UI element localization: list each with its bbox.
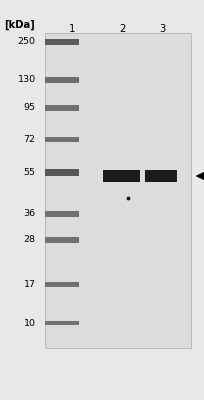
Text: 10: 10: [24, 319, 36, 328]
Text: 130: 130: [18, 76, 36, 84]
Bar: [45, 321, 79, 326]
Bar: [45, 169, 79, 176]
Bar: [45, 77, 79, 83]
Text: 55: 55: [24, 168, 36, 177]
Bar: [45, 211, 79, 217]
Text: 2: 2: [119, 24, 126, 34]
Text: 28: 28: [24, 236, 36, 244]
Bar: [45, 105, 79, 110]
Bar: [45, 282, 79, 287]
Bar: [45, 137, 79, 142]
Text: 36: 36: [24, 210, 36, 218]
Text: 95: 95: [24, 104, 36, 112]
Bar: [45, 33, 191, 348]
Text: 250: 250: [18, 38, 36, 46]
Bar: [45, 39, 79, 45]
Text: [kDa]: [kDa]: [4, 20, 35, 30]
Text: 72: 72: [24, 135, 36, 144]
Bar: [45, 237, 79, 242]
Bar: [102, 170, 140, 182]
Text: 3: 3: [159, 24, 165, 34]
Text: 17: 17: [24, 280, 36, 289]
Text: 1: 1: [69, 24, 76, 34]
Bar: [145, 170, 177, 182]
